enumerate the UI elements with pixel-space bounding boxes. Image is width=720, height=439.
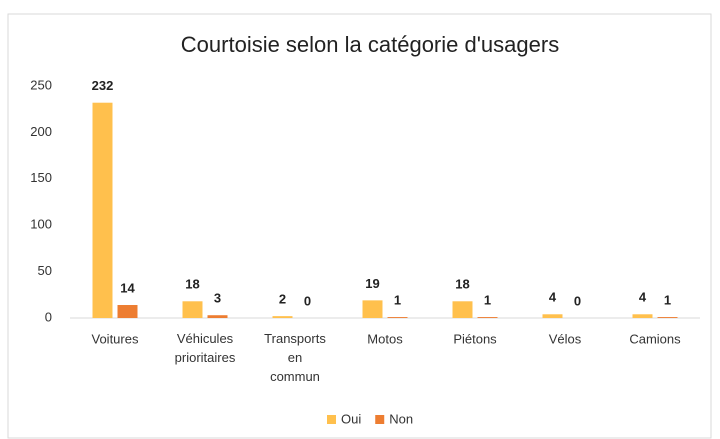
bar (117, 305, 138, 318)
bar (362, 300, 383, 318)
chart-title: Courtoisie selon la catégorie d'usagers (181, 32, 559, 57)
data-label: 14 (120, 280, 135, 295)
x-tick-label: Véhicules prioritaires (175, 331, 236, 365)
bar (542, 314, 563, 318)
data-label: 0 (304, 293, 311, 308)
y-tick-label: 200 (30, 124, 52, 139)
data-label: 1 (484, 293, 491, 308)
x-tick-label: Motos (367, 331, 403, 346)
legend-swatch (375, 415, 385, 424)
data-label: 3 (214, 291, 221, 306)
data-label: 0 (574, 293, 581, 308)
data-label: 2 (279, 292, 286, 307)
x-tick-label: Voitures (92, 331, 139, 346)
bar (657, 317, 678, 318)
x-tick-label: Piétons (453, 331, 497, 346)
bar (452, 301, 473, 318)
chart-frame (7, 13, 712, 439)
data-label: 18 (455, 277, 469, 292)
legend-label: Non (389, 411, 413, 426)
bar (272, 316, 293, 318)
data-label: 1 (394, 293, 401, 308)
y-tick-label: 100 (30, 217, 52, 232)
x-tick-label: Camions (629, 331, 681, 346)
legend-swatch (327, 415, 336, 424)
y-tick-label: 250 (30, 77, 52, 92)
y-tick-label: 150 (30, 170, 52, 185)
legend-label: Oui (341, 411, 361, 426)
data-label: 4 (549, 290, 557, 305)
bar (182, 301, 203, 318)
bar (207, 315, 228, 318)
x-tick-label: Vélos (549, 331, 582, 346)
data-label: 232 (92, 78, 114, 93)
y-tick-label: 50 (38, 263, 52, 278)
x-tick-label: Transports en commun (264, 331, 326, 384)
bar (387, 317, 408, 318)
data-label: 19 (365, 276, 379, 291)
data-label: 18 (185, 277, 199, 292)
bar (477, 317, 498, 318)
y-tick-label: 0 (45, 309, 52, 324)
bar (92, 102, 113, 318)
data-label: 4 (639, 290, 647, 305)
bar (632, 314, 653, 318)
data-label: 1 (664, 293, 671, 308)
